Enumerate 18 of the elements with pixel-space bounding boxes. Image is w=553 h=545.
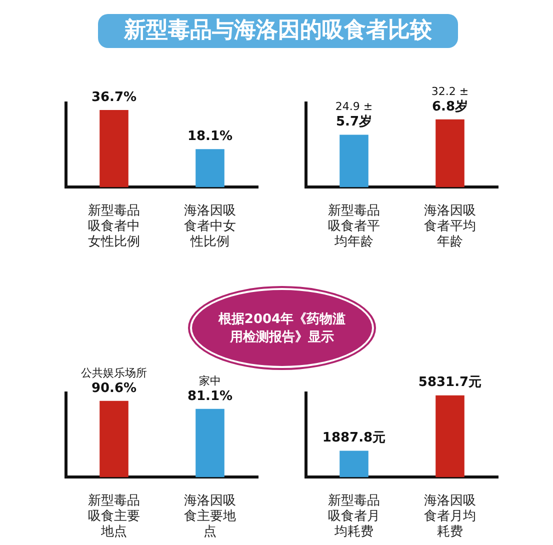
category-label: 海洛因吸食者月均耗费 — [424, 493, 476, 540]
text: 新型毒品与海洛因的吸食者比较 — [124, 18, 432, 43]
category-label: 海洛因吸食主要地点 — [184, 493, 236, 540]
text: 根据2004年《药物滥用检测报告》显示 — [217, 311, 347, 346]
category-label: 海洛因吸食者中女性比例 — [184, 203, 236, 250]
data-label: 32.2 ± 6.8岁 — [431, 84, 469, 114]
data-label: 1887.8元 — [322, 430, 386, 446]
category-label: 海洛因吸食者平均年龄 — [424, 203, 476, 250]
category-label: 新型毒品吸食者平均年龄 — [328, 203, 380, 250]
data-label: 36.7% — [91, 90, 137, 105]
data-label: 5831.7元 — [418, 375, 482, 390]
data-label: 公共娱乐场所 90.6% — [81, 366, 147, 396]
data-label: 24.9 ± 5.7岁 — [335, 100, 373, 130]
category-label: 新型毒品吸食主要地点 — [88, 493, 140, 540]
category-label: 新型毒品吸食者月均耗费 — [328, 493, 380, 540]
category-label: 新型毒品吸食者中女性比例 — [88, 203, 140, 250]
data-label: 家中 81.1% — [187, 374, 233, 404]
data-label: 18.1% — [187, 128, 233, 144]
